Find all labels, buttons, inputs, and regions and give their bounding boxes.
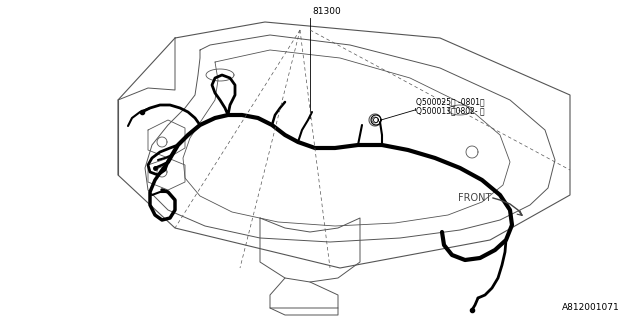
Text: Q500025（ -0801）: Q500025（ -0801） xyxy=(416,97,484,106)
Text: A812001071: A812001071 xyxy=(563,303,620,312)
Text: Q500013（0802- ）: Q500013（0802- ） xyxy=(416,106,484,115)
Text: FRONT: FRONT xyxy=(458,193,492,203)
Text: 81300: 81300 xyxy=(312,7,340,16)
